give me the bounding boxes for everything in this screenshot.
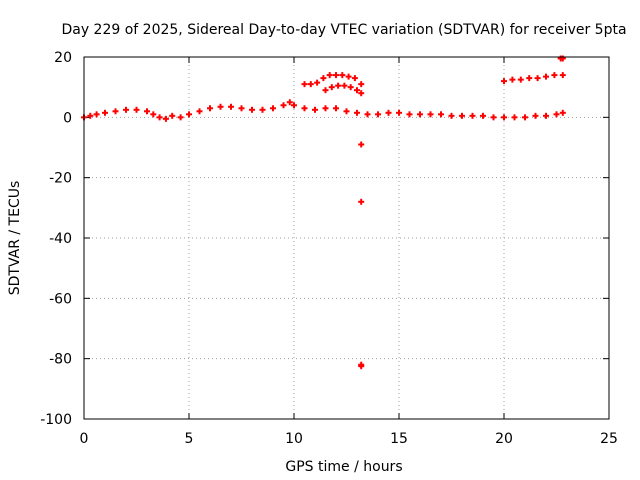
data-point xyxy=(358,141,365,148)
data-point xyxy=(480,112,486,119)
data-point xyxy=(501,78,507,85)
data-point xyxy=(150,111,157,118)
data-point xyxy=(339,72,346,79)
data-point xyxy=(207,105,213,112)
data-point xyxy=(459,112,465,119)
data-point xyxy=(358,90,365,97)
x-tick-label: 10 xyxy=(285,431,303,447)
data-point xyxy=(102,109,108,116)
data-point xyxy=(217,103,224,110)
data-point xyxy=(312,106,318,113)
y-tick-label: -60 xyxy=(49,291,72,307)
data-point xyxy=(156,114,163,121)
data-point xyxy=(358,198,365,205)
data-point xyxy=(270,105,276,112)
data-point xyxy=(177,114,184,121)
data-point xyxy=(406,111,413,118)
data-points xyxy=(81,55,566,370)
data-point xyxy=(396,109,402,116)
data-point xyxy=(438,111,444,118)
data-point xyxy=(345,73,352,80)
data-point xyxy=(335,82,342,89)
data-point xyxy=(333,72,339,79)
data-point xyxy=(280,102,287,109)
x-axis-label: GPS time / hours xyxy=(285,459,402,475)
y-tick-label: 0 xyxy=(63,110,72,126)
data-point xyxy=(511,114,518,121)
data-point xyxy=(509,76,516,83)
data-point xyxy=(543,112,549,119)
data-point xyxy=(469,112,476,119)
data-point xyxy=(314,79,321,86)
data-point xyxy=(133,106,140,113)
data-point xyxy=(322,105,329,112)
y-tick-label: -100 xyxy=(40,412,72,428)
y-tick-label: -20 xyxy=(49,171,72,187)
data-point xyxy=(228,103,234,110)
y-tick-label: -80 xyxy=(49,352,72,368)
data-point xyxy=(162,115,169,122)
x-tick-label: 0 xyxy=(80,431,89,447)
data-point xyxy=(522,114,528,121)
chart-title: Day 229 of 2025, Sidereal Day-to-day VTE… xyxy=(61,22,626,38)
data-point xyxy=(534,75,541,82)
data-point xyxy=(333,105,339,112)
data-point xyxy=(559,72,566,79)
data-point xyxy=(112,108,119,115)
data-point xyxy=(354,109,360,116)
data-point xyxy=(93,111,100,118)
data-point xyxy=(307,81,314,88)
data-point xyxy=(553,111,560,118)
data-point xyxy=(144,108,150,115)
data-point xyxy=(354,87,360,94)
data-point xyxy=(358,81,365,88)
y-axis-label: SDTVAR / TECUs xyxy=(7,181,23,296)
y-tick-label: -40 xyxy=(49,231,72,247)
data-point xyxy=(358,363,365,370)
data-point xyxy=(123,106,129,113)
data-point xyxy=(364,111,371,118)
data-point xyxy=(427,111,434,118)
data-point xyxy=(186,111,192,118)
data-point xyxy=(87,112,94,119)
data-point xyxy=(532,112,539,119)
data-point xyxy=(351,75,358,82)
data-point xyxy=(301,105,308,112)
x-tick-label: 15 xyxy=(390,431,408,447)
data-point xyxy=(238,105,245,112)
data-point xyxy=(286,99,293,106)
x-tick-label: 5 xyxy=(185,431,194,447)
data-point xyxy=(259,106,266,113)
data-point xyxy=(322,87,329,94)
data-point xyxy=(490,114,497,121)
data-point xyxy=(543,73,549,80)
data-point xyxy=(417,111,423,118)
x-tick-label: 20 xyxy=(495,431,513,447)
data-point xyxy=(196,108,203,115)
plot-frame xyxy=(83,56,610,420)
data-point xyxy=(326,72,333,79)
x-tick-label: 25 xyxy=(600,431,618,447)
data-point xyxy=(501,114,507,121)
data-point xyxy=(301,81,308,88)
data-point xyxy=(526,75,533,82)
data-point xyxy=(448,112,455,119)
data-point xyxy=(249,106,255,113)
data-point xyxy=(320,75,327,82)
data-point xyxy=(385,109,392,116)
data-point xyxy=(169,112,176,119)
data-point xyxy=(291,102,297,109)
data-point xyxy=(375,111,381,118)
data-point xyxy=(551,72,558,79)
data-point xyxy=(341,82,348,89)
y-tick-label: 20 xyxy=(54,50,72,66)
data-point xyxy=(517,76,524,83)
data-point xyxy=(328,84,335,91)
data-point xyxy=(347,84,354,91)
data-point xyxy=(559,109,566,116)
data-point xyxy=(343,108,350,115)
